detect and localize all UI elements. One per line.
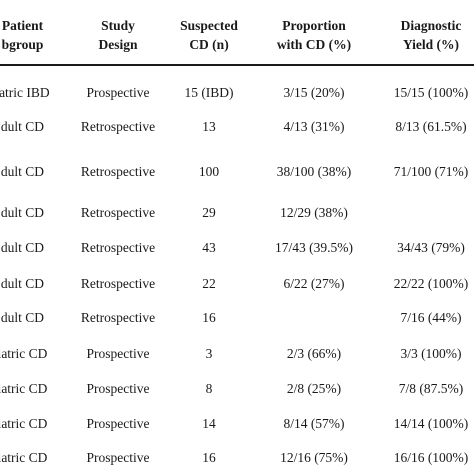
header-line: Study (101, 18, 135, 33)
header-diagnostic-yield: Diagnostic Yield (%) (376, 16, 474, 54)
cell-suspected: 16 (202, 450, 216, 465)
cell-proportion: 17/43 (39.5%) (275, 240, 353, 255)
cell-yield: 3/3 (100%) (400, 346, 462, 361)
cell-yield: 7/8 (87.5%) (398, 381, 464, 396)
header-line: with CD (%) (276, 37, 352, 52)
cell-design: Retrospective (80, 276, 156, 291)
cell-suspected: 14 (202, 416, 216, 431)
header-line: CD (n) (189, 37, 229, 52)
header-proportion-cd: Proportion with CD (%) (254, 16, 374, 54)
cell-proportion: 12/16 (75%) (280, 450, 348, 465)
cell-yield: 22/22 (100%) (393, 276, 469, 291)
cell-proportion: 2/3 (66%) (286, 346, 342, 361)
cell-suspected: 43 (202, 240, 216, 255)
cell-subgroup: dult CD (0, 310, 45, 325)
cell-suspected: 15 (IBD) (184, 85, 234, 100)
cell-subgroup: dult CD (0, 164, 45, 179)
header-bottom-rule (0, 64, 474, 66)
cell-design: Retrospective (80, 205, 156, 220)
header-suspected-cd: Suspected CD (n) (166, 16, 252, 54)
cell-suspected: 100 (198, 164, 220, 179)
cell-design: Prospective (86, 450, 150, 465)
cell-yield: 71/100 (71%) (393, 164, 469, 179)
cell-design: Retrospective (80, 164, 156, 179)
cell-subgroup: dult CD (0, 205, 45, 220)
cell-yield: 34/43 (79%) (397, 240, 465, 255)
cell-subgroup: dult CD (0, 240, 45, 255)
cell-proportion: 38/100 (38%) (276, 164, 352, 179)
cell-proportion: 6/22 (27%) (283, 276, 345, 291)
header-line: Yield (%) (402, 37, 460, 52)
cell-design: Retrospective (80, 240, 156, 255)
cell-design: Prospective (86, 346, 150, 361)
cell-proportion: 2/8 (25%) (286, 381, 342, 396)
header-line: Diagnostic (400, 18, 462, 33)
cell-yield: 14/14 (100%) (393, 416, 469, 431)
cell-subgroup: iatric CD (0, 381, 48, 396)
cell-subgroup: iatric CD (0, 346, 48, 361)
cell-subgroup: dult CD (0, 276, 45, 291)
cell-design: Retrospective (80, 119, 156, 134)
cell-suspected: 13 (202, 119, 216, 134)
cell-suspected: 29 (202, 205, 216, 220)
header-line: bgroup (1, 37, 44, 52)
cell-design: Retrospective (80, 310, 156, 325)
cell-design: Prospective (86, 416, 150, 431)
cell-yield: 15/15 (100%) (393, 85, 469, 100)
cell-proportion: 12/29 (38%) (280, 205, 348, 220)
cell-design: Prospective (86, 85, 150, 100)
cell-yield: 7/16 (44%) (400, 310, 462, 325)
cell-yield: 8/13 (61.5%) (395, 119, 467, 134)
header-line: Patient (1, 18, 44, 33)
cell-suspected: 16 (202, 310, 216, 325)
cell-design: Prospective (86, 381, 150, 396)
cell-suspected: 3 (205, 346, 213, 361)
header-patient-subgroup: Patient bgroup (0, 16, 75, 54)
header-line: Suspected (180, 18, 238, 33)
cell-subgroup: iatric IBD (0, 85, 50, 100)
cell-proportion: 8/14 (57%) (283, 416, 345, 431)
cell-proportion: 3/15 (20%) (283, 85, 345, 100)
cell-suspected: 8 (205, 381, 213, 396)
cell-suspected: 22 (202, 276, 216, 291)
cell-proportion: 4/13 (31%) (283, 119, 345, 134)
header-line: Design (98, 37, 138, 52)
cell-subgroup: dult CD (0, 119, 45, 134)
cell-subgroup: iatric CD (0, 450, 48, 465)
cell-yield: 16/16 (100%) (393, 450, 469, 465)
cell-subgroup: iatric CD (0, 416, 48, 431)
header-study-design: Study Design (72, 16, 164, 54)
header-line: Proportion (282, 18, 346, 33)
